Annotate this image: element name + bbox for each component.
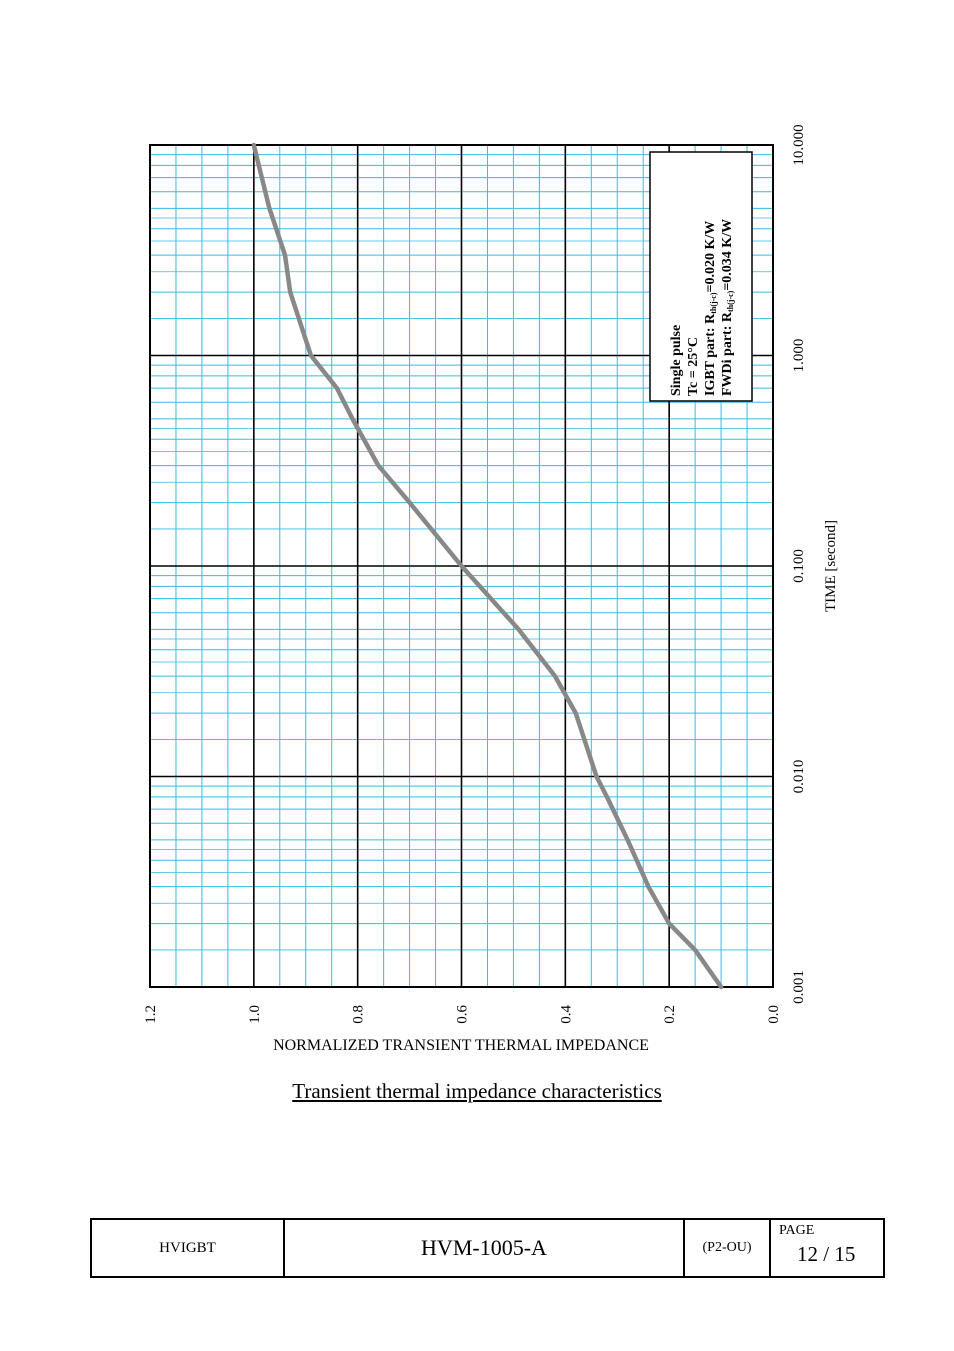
legend-line-2: Tc = 25°C [686,337,701,396]
x-tick-label: 0.010 [791,760,807,794]
footer-table: HVIGBT HVM-1005-A (P2-OU) PAGE 12 / 15 [90,1218,885,1278]
x-axis-label: TIME [second] [823,520,839,612]
y-tick-label: 0.4 [558,1005,574,1024]
legend: Single pulse Tc = 25°C IGBT part: Rth(j-… [650,152,752,401]
legend-line-1: Single pulse [669,325,684,396]
y-tick-label: 1.2 [143,1005,159,1024]
chart-caption: Transient thermal impedance characterist… [0,1079,954,1104]
chart: 0.0 0.2 0.4 0.6 0.8 1.0 1.2 0.001 0.010 0.100 1.00… [0,0,954,1075]
footer-doc-id: HVM-1005-A [285,1220,685,1276]
y-tick-label: 0.6 [455,1005,471,1024]
y-axis-label: NORMALIZED TRANSIENT THERMAL IMPEDANCE [273,1037,649,1054]
x-tick-label: 10.000 [791,124,807,165]
y-tick-label: 1.0 [247,1005,263,1024]
page-label: PAGE [779,1223,814,1239]
footer-page: PAGE 12 / 15 [771,1220,883,1276]
y-tick-label: 0.2 [662,1005,678,1024]
x-tick-label: 0.001 [791,970,807,1004]
y-tick-label: 0.0 [766,1005,782,1024]
x-tick-label: 0.100 [791,549,807,583]
page-number: 12 / 15 [797,1242,855,1267]
footer-revision: (P2-OU) [685,1220,771,1276]
x-tick-label: 1.000 [791,339,807,373]
y-tick-label: 0.8 [351,1005,367,1024]
footer-product: HVIGBT [92,1220,285,1276]
